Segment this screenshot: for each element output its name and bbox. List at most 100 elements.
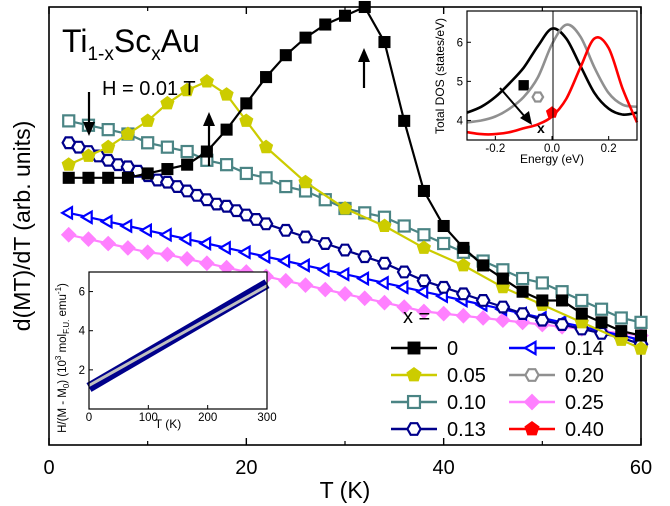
data-point-0 xyxy=(319,18,332,31)
arrow-x0-low xyxy=(83,92,95,136)
data-point-0 xyxy=(378,36,391,49)
data-point-0.13 xyxy=(258,217,274,231)
data-point-0.25 xyxy=(297,277,314,294)
data-point-0.25 xyxy=(139,244,156,261)
legend-marker-0 xyxy=(407,341,421,355)
data-point-0 xyxy=(181,158,194,171)
data-point-0 xyxy=(477,259,490,272)
data-point-0.14 xyxy=(99,214,113,230)
ylabel-part-7: -1 xyxy=(54,286,63,294)
data-point-0.25 xyxy=(396,299,413,315)
inset-susc-line-1 xyxy=(88,284,268,387)
data-point-0.14 xyxy=(277,253,291,269)
data-point-0 xyxy=(417,184,430,197)
data-point-0.14 xyxy=(336,266,350,282)
inset-susc-y-tick-label: 4 xyxy=(79,326,86,338)
data-point-0.10 xyxy=(219,158,234,172)
data-point-0.10 xyxy=(417,228,431,242)
inset-susc-x-tick-label: 100 xyxy=(139,412,158,424)
data-point-0.13 xyxy=(377,256,392,270)
data-point-0 xyxy=(338,9,352,22)
main-x-tick-label: 20 xyxy=(235,457,257,479)
inset-dos-annotation: x xyxy=(537,120,545,136)
data-point-0.10 xyxy=(634,315,648,329)
data-point-0 xyxy=(536,294,549,307)
data-point-0.10 xyxy=(62,114,76,128)
data-point-0.14 xyxy=(395,279,409,295)
data-point-0.10 xyxy=(141,136,155,150)
data-point-0 xyxy=(121,171,134,184)
data-point-0.13 xyxy=(455,287,471,301)
data-point-0.14 xyxy=(217,240,231,256)
data-point-0 xyxy=(634,329,648,342)
data-point-0.25 xyxy=(120,240,136,256)
title-end: Au xyxy=(161,23,200,59)
main-series-group xyxy=(59,0,649,355)
data-point-0.14 xyxy=(158,227,172,243)
data-point-0.14 xyxy=(79,209,93,225)
inset-dos-arrow xyxy=(499,87,532,125)
data-point-0 xyxy=(496,272,509,285)
data-point-0.25 xyxy=(494,312,511,329)
legend-items: 0 0.05 0.10 0.13 0.14 0.20 0.25 0.40 xyxy=(391,338,604,441)
data-point-0.05 xyxy=(160,95,175,110)
inset-dos-background xyxy=(467,11,637,140)
data-point-0.05 xyxy=(120,126,135,140)
title-mid: Sc xyxy=(114,23,151,59)
legend-label-0.40: 0.40 xyxy=(565,419,604,441)
data-point-0.25 xyxy=(475,310,492,326)
legend-label-0.20: 0.20 xyxy=(565,365,604,387)
title-sub1: 1-x xyxy=(87,44,114,65)
data-point-0.25 xyxy=(356,290,373,307)
ylabel-part-4: mol xyxy=(57,334,69,356)
data-point-0.05 xyxy=(199,73,214,88)
legend-marker-0.25 xyxy=(523,393,541,411)
main-x-tick-label: 60 xyxy=(630,457,652,479)
inset-susc-y-tick-label: 2 xyxy=(79,365,85,377)
data-point-0.13 xyxy=(475,294,491,307)
inset-dos-y-tick-label: 5 xyxy=(457,76,463,88)
data-point-0.05 xyxy=(219,87,234,101)
data-point-0.05 xyxy=(61,157,76,171)
legend-label-0.10: 0.10 xyxy=(447,392,486,414)
ylabel-part-6: emu xyxy=(57,294,69,320)
data-point-0.14 xyxy=(178,231,192,247)
ylabel-part-8: ) xyxy=(57,283,69,287)
data-point-0.13 xyxy=(554,318,570,331)
data-point-0.14 xyxy=(375,275,389,291)
data-point-0.13 xyxy=(317,237,333,250)
data-point-0.14 xyxy=(59,205,74,221)
legend-title: x = xyxy=(403,306,430,328)
inset-dos-marker-2 xyxy=(545,106,559,118)
arrow-x0-peak xyxy=(358,48,370,88)
field-annotation: H = 0.01 T xyxy=(102,78,196,100)
data-point-0 xyxy=(260,71,273,84)
data-point-0 xyxy=(556,294,569,307)
data-point-0.13 xyxy=(396,265,412,279)
data-point-0.14 xyxy=(296,257,310,273)
data-point-0.25 xyxy=(455,307,472,324)
ylabel-part-5: F.U. xyxy=(62,320,71,334)
data-point-0.10 xyxy=(160,140,175,154)
main-x-axis-label: T (K) xyxy=(320,477,371,503)
data-point-0 xyxy=(437,219,450,233)
data-point-0.25 xyxy=(179,250,196,267)
data-point-0 xyxy=(200,145,213,158)
data-point-0.05 xyxy=(337,201,353,215)
inset-dos-plot: -0.2 0.0 0.2 4 5 6 Energy (eV) Total DOS (sta… xyxy=(433,10,639,166)
data-point-0.10 xyxy=(614,311,628,325)
data-point-0.25 xyxy=(376,294,393,311)
data-point-0 xyxy=(102,171,115,184)
legend-marker-0.20 xyxy=(524,368,540,382)
data-point-0.13 xyxy=(436,280,452,294)
data-point-0 xyxy=(457,241,470,254)
legend-marker-0.10 xyxy=(406,394,422,410)
legend-marker-0.40 xyxy=(524,420,540,436)
data-point-0.10 xyxy=(535,276,549,290)
inset-susc-series-group xyxy=(86,279,270,392)
data-point-0.05 xyxy=(416,240,431,254)
data-point-0.05 xyxy=(239,113,254,127)
legend-label-0.13: 0.13 xyxy=(447,419,486,441)
ylabel-part-2: ) (10 xyxy=(57,360,69,384)
data-point-0.10 xyxy=(397,219,411,233)
